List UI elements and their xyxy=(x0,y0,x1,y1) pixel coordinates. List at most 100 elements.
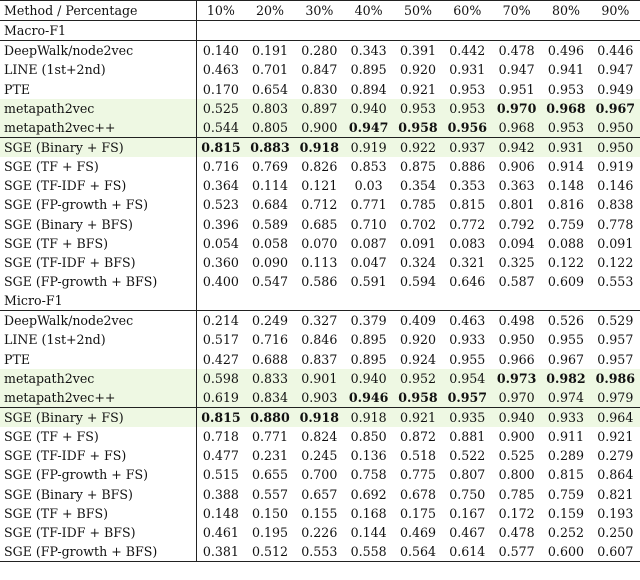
score-cell: 0.950 xyxy=(590,136,640,158)
percentage-column-header: 30% xyxy=(294,0,344,22)
method-name-cell: DeepWalk/node2vec xyxy=(0,40,197,61)
method-name-cell: SGE (FP-growth + BFS) xyxy=(0,271,197,292)
score-cell: 0.895 xyxy=(350,351,387,367)
score-cell: 0.921 xyxy=(393,406,443,428)
table-row: SGE (Binary + BFS) 0.396 0.589 0.685 0.710 0.… xyxy=(0,214,640,234)
score-cell: 0.148 xyxy=(202,505,239,521)
best-score-value: 0.958 xyxy=(398,119,438,135)
score-cell: 0.982 xyxy=(541,368,591,388)
score-cell: 0.379 xyxy=(350,313,387,329)
score-cell: 0.937 xyxy=(442,136,492,158)
score-cell: 0.894 xyxy=(350,81,387,97)
score-cell: 0.918 xyxy=(294,406,344,428)
table-row: metapath2vec 0.598 0.833 0.901 0.940 0.952 0.9… xyxy=(0,368,640,388)
score-cell: 0.586 xyxy=(301,274,338,290)
score-cell: 0.921 xyxy=(399,81,436,97)
score-cell: 0.957 xyxy=(442,387,492,408)
score-cell: 0.343 xyxy=(350,43,387,59)
score-cell: 0.920 xyxy=(399,332,436,348)
score-cell: 0.953 xyxy=(541,117,591,138)
score-cell: 0.087 xyxy=(350,235,387,251)
score-cell: 0.953 xyxy=(442,98,492,118)
score-cell: 0.409 xyxy=(399,313,436,329)
score-cell: 0.847 xyxy=(301,62,338,78)
method-name-cell: PTE xyxy=(0,79,197,99)
table-row: LINE (1st+2nd) 0.463 0.701 0.847 0.895 0.920 0… xyxy=(0,60,640,80)
score-cell: 0.678 xyxy=(399,486,436,502)
score-cell: 0.833 xyxy=(245,368,295,388)
score-cell: 0.967 xyxy=(547,351,584,367)
score-cell: 0.702 xyxy=(399,216,436,232)
best-score-value: 0.883 xyxy=(250,140,290,156)
score-cell: 0.245 xyxy=(301,448,338,464)
score-cell: 0.956 xyxy=(442,117,492,138)
score-cell: 0.121 xyxy=(301,178,338,194)
table-row: SGE (TF + BFS) 0.054 0.058 0.070 0.087 0.091 0… xyxy=(0,233,640,253)
score-cell: 0.919 xyxy=(343,136,394,158)
score-cell: 0.327 xyxy=(301,313,338,329)
score-cell: 0.587 xyxy=(498,274,535,290)
score-cell: 0.850 xyxy=(350,429,387,445)
table-row: SGE (FP-growth + FS) 0.523 0.684 0.712 0.771… xyxy=(0,195,640,215)
score-cell: 0.919 xyxy=(597,159,634,175)
percentage-column-header: 40% xyxy=(343,0,394,22)
method-name-cell: SGE (TF + FS) xyxy=(0,427,197,447)
score-cell: 0.529 xyxy=(597,313,634,329)
percentage-column-header: 70% xyxy=(491,0,542,22)
score-cell: 0.953 xyxy=(449,81,486,97)
score-cell: 0.716 xyxy=(202,159,239,175)
section-header-row: Macro-F1 xyxy=(0,20,640,42)
table-body: Macro-F1 DeepWalk/node2vec 0.140 0.191 0.280… xyxy=(0,20,640,563)
score-cell: 0.712 xyxy=(301,197,338,213)
score-cell: 0.964 xyxy=(590,406,640,428)
score-cell: 0.170 xyxy=(202,81,239,97)
table-row: SGE (FP-growth + BFS) 0.381 0.512 0.553 0.55… xyxy=(0,541,640,563)
score-cell: 0.838 xyxy=(597,197,634,213)
score-cell: 0.986 xyxy=(590,368,640,388)
percentage-column-header: 10% xyxy=(196,0,246,22)
percentage-column-header: 20% xyxy=(245,0,295,22)
score-cell: 0.094 xyxy=(498,235,535,251)
score-cell: 0.805 xyxy=(245,117,295,138)
score-cell: 0.657 xyxy=(301,486,338,502)
best-score-value: 0.958 xyxy=(398,389,438,405)
score-cell: 0.901 xyxy=(294,368,344,388)
score-cell: 0.477 xyxy=(202,448,239,464)
score-cell: 0.953 xyxy=(393,98,443,118)
score-cell: 0.150 xyxy=(251,505,289,521)
method-name-cell: SGE (TF-IDF + FS) xyxy=(0,176,197,196)
score-cell: 0.940 xyxy=(343,368,394,388)
score-cell: 0.895 xyxy=(350,332,387,348)
section-spacer xyxy=(196,20,640,42)
score-cell: 0.252 xyxy=(547,524,584,540)
score-cell: 0.512 xyxy=(245,541,295,563)
method-name-cell: SGE (FP-growth + FS) xyxy=(0,465,197,485)
score-cell: 0.058 xyxy=(251,235,289,251)
table-row: LINE (1st+2nd) 0.517 0.716 0.846 0.895 0.920 0… xyxy=(0,330,640,350)
best-score-value: 0.970 xyxy=(496,100,537,116)
table-row: SGE (TF-IDF + BFS) 0.360 0.090 0.113 0.047 0.… xyxy=(0,252,640,272)
table-row: SGE (TF + FS) 0.716 0.769 0.826 0.853 0.875 0.… xyxy=(0,157,640,177)
method-name-cell: PTE xyxy=(0,349,197,369)
score-cell: 0.193 xyxy=(597,505,634,521)
score-cell: 0.589 xyxy=(251,216,289,232)
score-cell: 0.864 xyxy=(597,467,634,483)
method-name-cell: SGE (FP-growth + FS) xyxy=(0,195,197,215)
score-cell: 0.557 xyxy=(251,486,289,502)
best-score-value: 0.947 xyxy=(348,119,389,135)
score-cell: 0.967 xyxy=(590,98,640,118)
percentage-column-header: 60% xyxy=(442,0,492,22)
score-cell: 0.940 xyxy=(343,98,394,118)
score-cell: 0.947 xyxy=(343,117,394,138)
best-score-value: 0.986 xyxy=(595,370,636,386)
score-cell: 0.897 xyxy=(294,98,344,118)
score-cell: 0.517 xyxy=(202,332,239,348)
score-cell: 0.144 xyxy=(350,524,387,540)
table-header-row: Method / Percentage 10% 20% 30% 40% 50% … xyxy=(0,0,640,22)
score-cell: 0.846 xyxy=(301,332,338,348)
score-cell: 0.148 xyxy=(547,178,584,194)
score-cell: 0.949 xyxy=(597,81,634,97)
score-cell: 0.973 xyxy=(491,368,542,388)
score-cell: 0.895 xyxy=(350,62,387,78)
